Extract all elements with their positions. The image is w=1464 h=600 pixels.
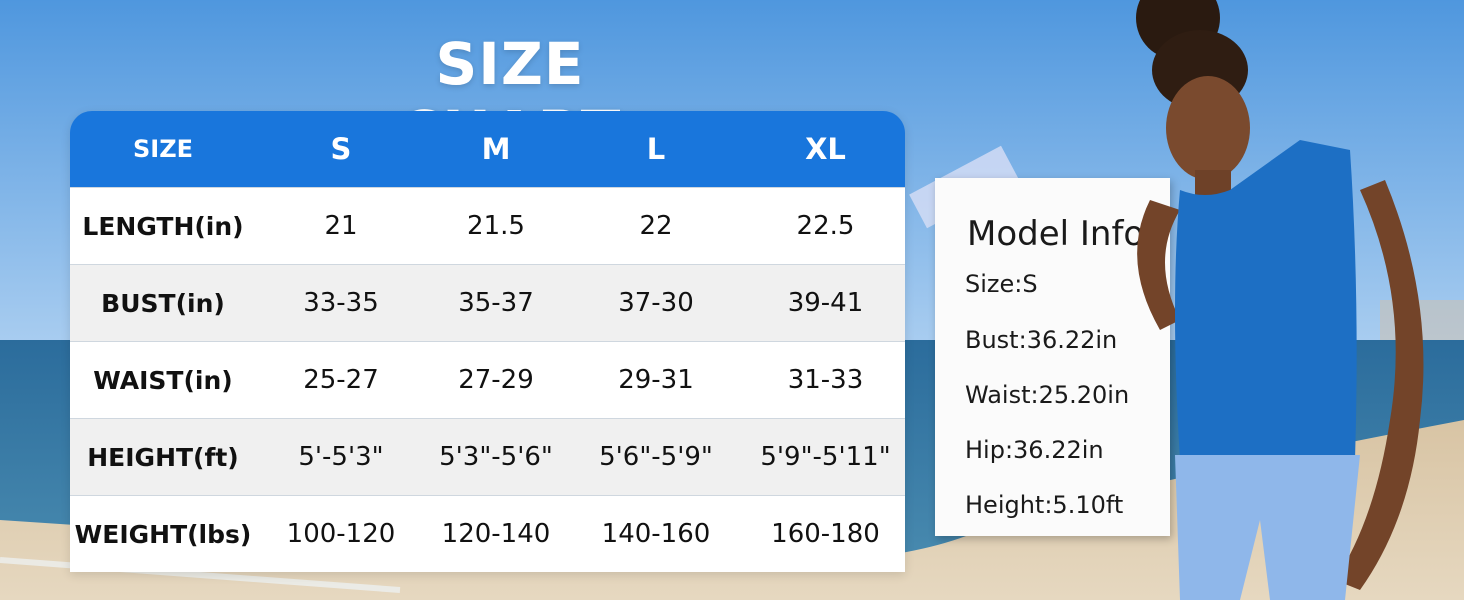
table-cell: 140-160 (601, 519, 711, 549)
table-cell: 120-140 (441, 519, 551, 549)
table-row: WAIST(in) 25-27 27-29 29-31 31-33 (70, 341, 905, 418)
table-cell: 33-35 (303, 288, 379, 318)
table-header-row: SIZE S M L XL (70, 111, 905, 187)
row-label: WEIGHT(lbs) (74, 519, 252, 549)
table-cell: 160-180 (771, 519, 880, 549)
table-row: HEIGHT(ft) 5'-5'3" 5'3"-5'6" 5'6"-5'9" 5… (70, 418, 905, 495)
leggings-icon (1175, 455, 1360, 600)
model-height: Height:5.10ft (965, 491, 1124, 519)
table-row: BUST(in) 33-35 35-37 37-30 39-41 (70, 264, 905, 341)
header-xl: XL (805, 132, 846, 166)
table-cell: 29-31 (618, 365, 694, 395)
tank-top-icon (1175, 140, 1357, 460)
table-cell: 31-33 (787, 365, 864, 395)
header-s: S (330, 132, 352, 166)
table-cell: 22 (639, 211, 673, 241)
table-cell: 35-37 (458, 288, 534, 318)
row-label: WAIST(in) (93, 365, 233, 395)
table-row: LENGTH(in) 21 21.5 22 22.5 (70, 187, 905, 264)
model-figure (1136, 0, 1424, 600)
row-label: BUST(in) (101, 288, 225, 318)
model-hip: Hip:36.22in (965, 436, 1104, 464)
model-info-card: Model Info Size:S Bust:36.22in Waist:25.… (935, 178, 1170, 536)
table-cell: 100-120 (286, 519, 396, 549)
table-cell: 5'9"-5'11" (760, 442, 891, 472)
table-cell: 39-41 (787, 288, 864, 318)
table-cell: 5'6"-5'9" (599, 442, 713, 472)
row-label: HEIGHT(ft) (87, 442, 239, 472)
table-cell: 37-30 (618, 288, 694, 318)
header-m: M (481, 132, 511, 166)
table-cell: 22.5 (796, 211, 855, 241)
model-bust: Bust:36.22in (965, 326, 1118, 354)
model-info-title: Model Info (967, 214, 1145, 254)
header-l: L (646, 132, 666, 166)
table-cell: 5'3"-5'6" (439, 442, 553, 472)
row-label: LENGTH(in) (82, 211, 244, 241)
table-cell: 25-27 (303, 365, 379, 395)
size-chart-table: SIZE S M L XL LENGTH(in) 21 21.5 22 22.5… (70, 111, 905, 572)
table-cell: 21.5 (467, 211, 525, 241)
model-size: Size:S (965, 270, 1038, 298)
table-cell: 27-29 (458, 365, 534, 395)
face-icon (1166, 76, 1250, 180)
model-waist: Waist:25.20in (965, 381, 1130, 409)
table-row: WEIGHT(lbs) 100-120 120-140 140-160 160-… (70, 495, 905, 572)
table-cell: 21 (324, 211, 358, 241)
header-size: SIZE (132, 135, 193, 163)
table-cell: 5'-5'3" (298, 442, 384, 472)
